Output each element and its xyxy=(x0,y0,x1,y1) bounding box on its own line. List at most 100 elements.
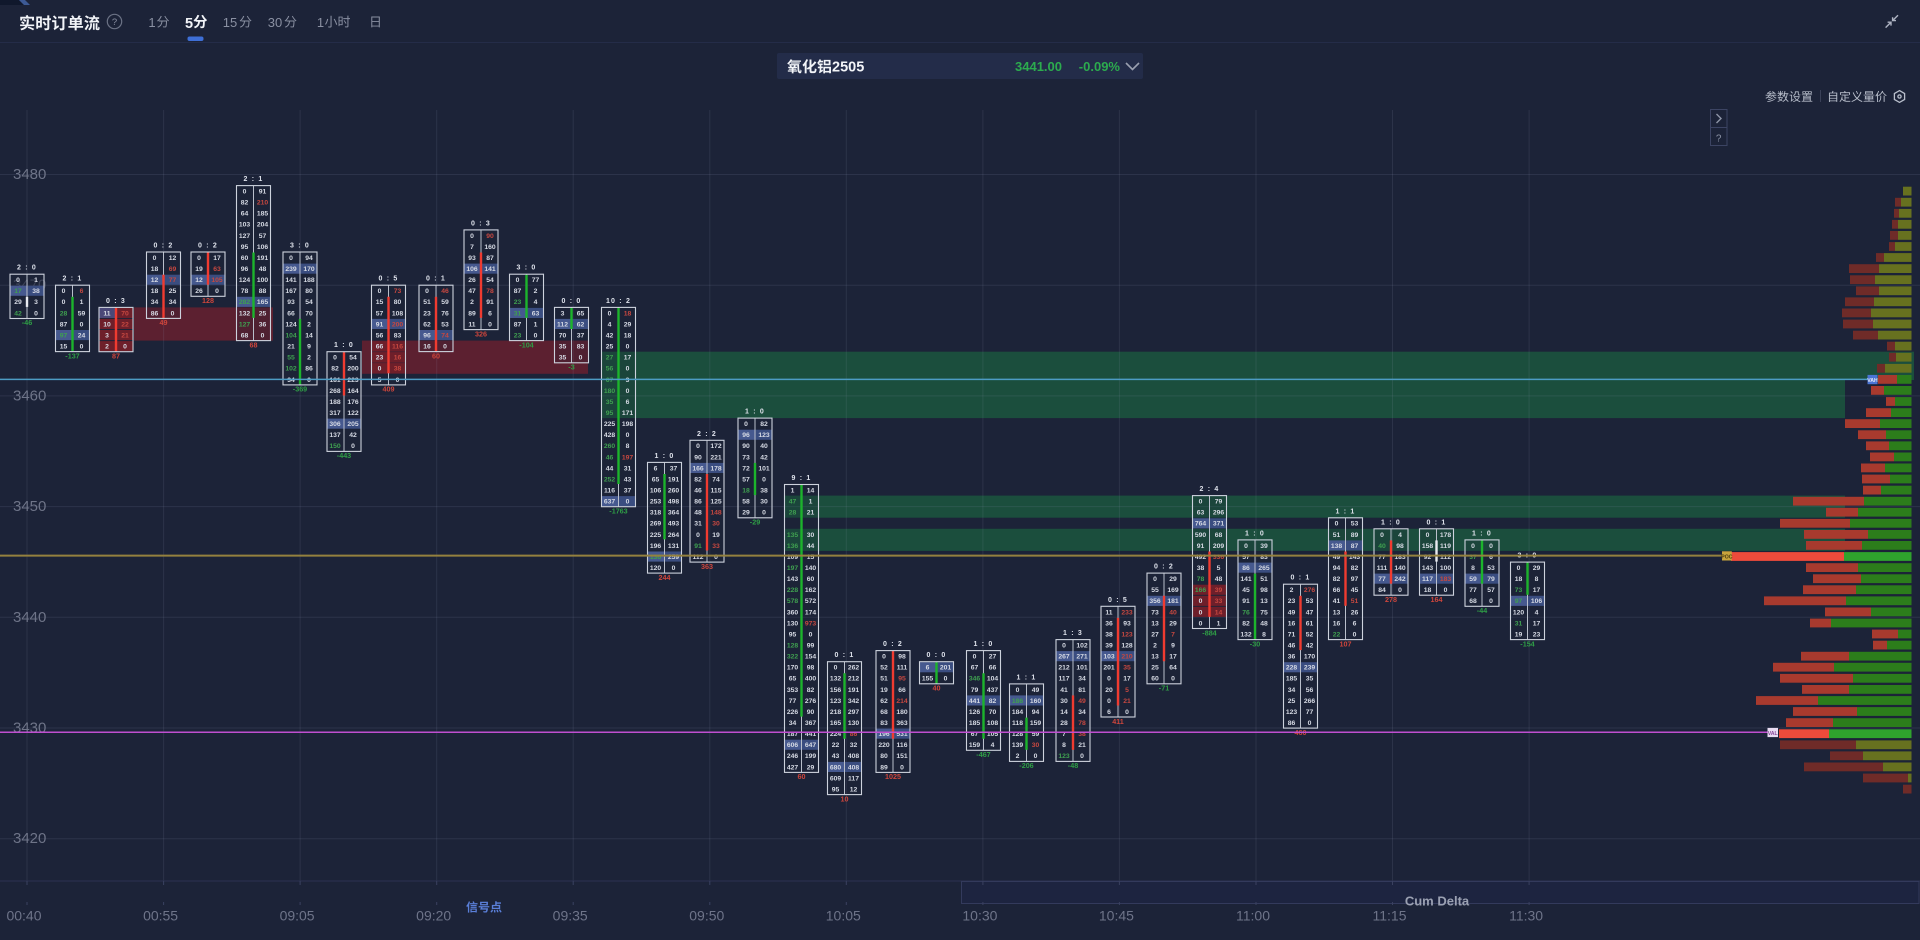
svg-text:1: 1 xyxy=(80,299,84,306)
svg-text:0: 0 xyxy=(307,377,311,384)
svg-text:-30: -30 xyxy=(1250,639,1260,648)
svg-text:82: 82 xyxy=(760,421,768,428)
svg-text:19: 19 xyxy=(1515,631,1523,638)
svg-text:15: 15 xyxy=(60,344,68,351)
svg-text:86: 86 xyxy=(1242,565,1250,572)
svg-text:609: 609 xyxy=(830,775,842,782)
svg-text:0: 0 xyxy=(171,310,175,317)
svg-text:0: 0 xyxy=(1016,687,1020,694)
svg-text:0: 0 xyxy=(1125,709,1129,716)
svg-text:37: 37 xyxy=(577,333,585,340)
svg-text:3440: 3440 xyxy=(13,609,46,626)
svg-text:1: 1 xyxy=(34,277,38,284)
svg-text:0 : 0: 0 : 0 xyxy=(561,298,581,305)
svg-text:0 : 2: 0 : 2 xyxy=(198,243,218,250)
svg-text:55: 55 xyxy=(287,355,295,362)
svg-text:0: 0 xyxy=(1062,643,1066,650)
svg-text:0: 0 xyxy=(1199,499,1203,506)
svg-text:59: 59 xyxy=(1469,576,1477,583)
svg-text:1 : 0: 1 : 0 xyxy=(1245,530,1265,537)
svg-text:17: 17 xyxy=(1169,654,1177,661)
svg-text:92: 92 xyxy=(1424,554,1432,561)
svg-text:91: 91 xyxy=(486,299,494,306)
svg-text:39: 39 xyxy=(1105,643,1113,650)
svg-text:66: 66 xyxy=(898,687,906,694)
svg-text:42: 42 xyxy=(1306,643,1314,650)
svg-text:98: 98 xyxy=(807,665,815,672)
svg-text:187: 187 xyxy=(787,731,799,738)
svg-text:200: 200 xyxy=(392,321,404,328)
svg-text:65: 65 xyxy=(652,476,660,483)
svg-text:0: 0 xyxy=(1244,543,1248,550)
svg-text:38: 38 xyxy=(1105,631,1113,638)
svg-text:3: 3 xyxy=(561,310,565,317)
svg-text:21: 21 xyxy=(287,344,295,351)
svg-text:191: 191 xyxy=(848,687,860,694)
svg-text:409: 409 xyxy=(383,385,395,394)
svg-text:0: 0 xyxy=(762,510,766,517)
svg-text:0 : 5: 0 : 5 xyxy=(378,276,398,283)
svg-text:0: 0 xyxy=(443,344,447,351)
svg-text:637: 637 xyxy=(604,499,616,506)
svg-text:8: 8 xyxy=(1471,565,1475,572)
svg-text:38: 38 xyxy=(1078,731,1086,738)
svg-text:262: 262 xyxy=(848,665,860,672)
svg-text:0 : 5: 0 : 5 xyxy=(1108,597,1128,604)
svg-text:127: 127 xyxy=(239,233,251,240)
svg-text:95: 95 xyxy=(789,631,797,638)
svg-text:204: 204 xyxy=(257,222,269,229)
svg-text:60: 60 xyxy=(798,772,806,781)
svg-text:35: 35 xyxy=(559,355,567,362)
svg-text:67: 67 xyxy=(971,731,979,738)
svg-text:306: 306 xyxy=(329,421,341,428)
svg-text:5: 5 xyxy=(185,16,193,32)
svg-text:1 : 0: 1 : 0 xyxy=(334,342,354,349)
svg-text:98: 98 xyxy=(898,654,906,661)
svg-text:51: 51 xyxy=(880,676,888,683)
svg-text:?: ? xyxy=(1716,134,1722,145)
svg-text:282: 282 xyxy=(239,299,251,306)
svg-text:0 : 1: 0 : 1 xyxy=(426,276,446,283)
svg-text:09:20: 09:20 xyxy=(416,908,451,924)
svg-text:29: 29 xyxy=(14,299,22,306)
svg-text:19: 19 xyxy=(195,266,203,273)
svg-text:0: 0 xyxy=(1080,753,1084,760)
svg-text:77: 77 xyxy=(1469,587,1477,594)
svg-text:60: 60 xyxy=(432,352,440,361)
svg-text:55: 55 xyxy=(1151,587,1159,594)
svg-text:17: 17 xyxy=(213,255,221,262)
svg-text:65: 65 xyxy=(789,676,797,683)
svg-text:5: 5 xyxy=(1217,565,1221,572)
svg-text:42: 42 xyxy=(760,454,768,461)
svg-text:28: 28 xyxy=(1060,720,1068,727)
svg-text:100: 100 xyxy=(257,277,269,284)
svg-text:61: 61 xyxy=(1306,620,1314,627)
svg-text:441: 441 xyxy=(969,698,981,705)
svg-text:0: 0 xyxy=(197,255,201,262)
svg-text:188: 188 xyxy=(329,399,341,406)
svg-text:23: 23 xyxy=(514,333,522,340)
svg-text:0: 0 xyxy=(62,288,66,295)
svg-text:267: 267 xyxy=(1058,654,1070,661)
svg-text:4: 4 xyxy=(1398,532,1402,539)
svg-text:36: 36 xyxy=(259,321,267,328)
svg-text:27: 27 xyxy=(606,355,614,362)
svg-text:160: 160 xyxy=(1030,698,1042,705)
svg-text:264: 264 xyxy=(668,532,680,539)
svg-text:68: 68 xyxy=(1215,532,1223,539)
svg-text:13: 13 xyxy=(1333,609,1341,616)
svg-text:82: 82 xyxy=(1242,620,1250,627)
svg-text:0: 0 xyxy=(608,310,612,317)
svg-text:0: 0 xyxy=(425,288,429,295)
svg-text:0: 0 xyxy=(762,476,766,483)
svg-text:0 : 2: 0 : 2 xyxy=(153,243,173,250)
svg-text:9 : 1: 9 : 1 xyxy=(791,475,811,482)
svg-text:98: 98 xyxy=(1396,543,1404,550)
svg-text:-206: -206 xyxy=(1019,761,1033,770)
svg-text:34: 34 xyxy=(1288,687,1296,694)
svg-text:00:40: 00:40 xyxy=(6,908,41,924)
svg-text:73: 73 xyxy=(1151,609,1159,616)
svg-text:170: 170 xyxy=(303,266,315,273)
svg-text:0: 0 xyxy=(470,233,474,240)
svg-text:53: 53 xyxy=(1306,598,1314,605)
